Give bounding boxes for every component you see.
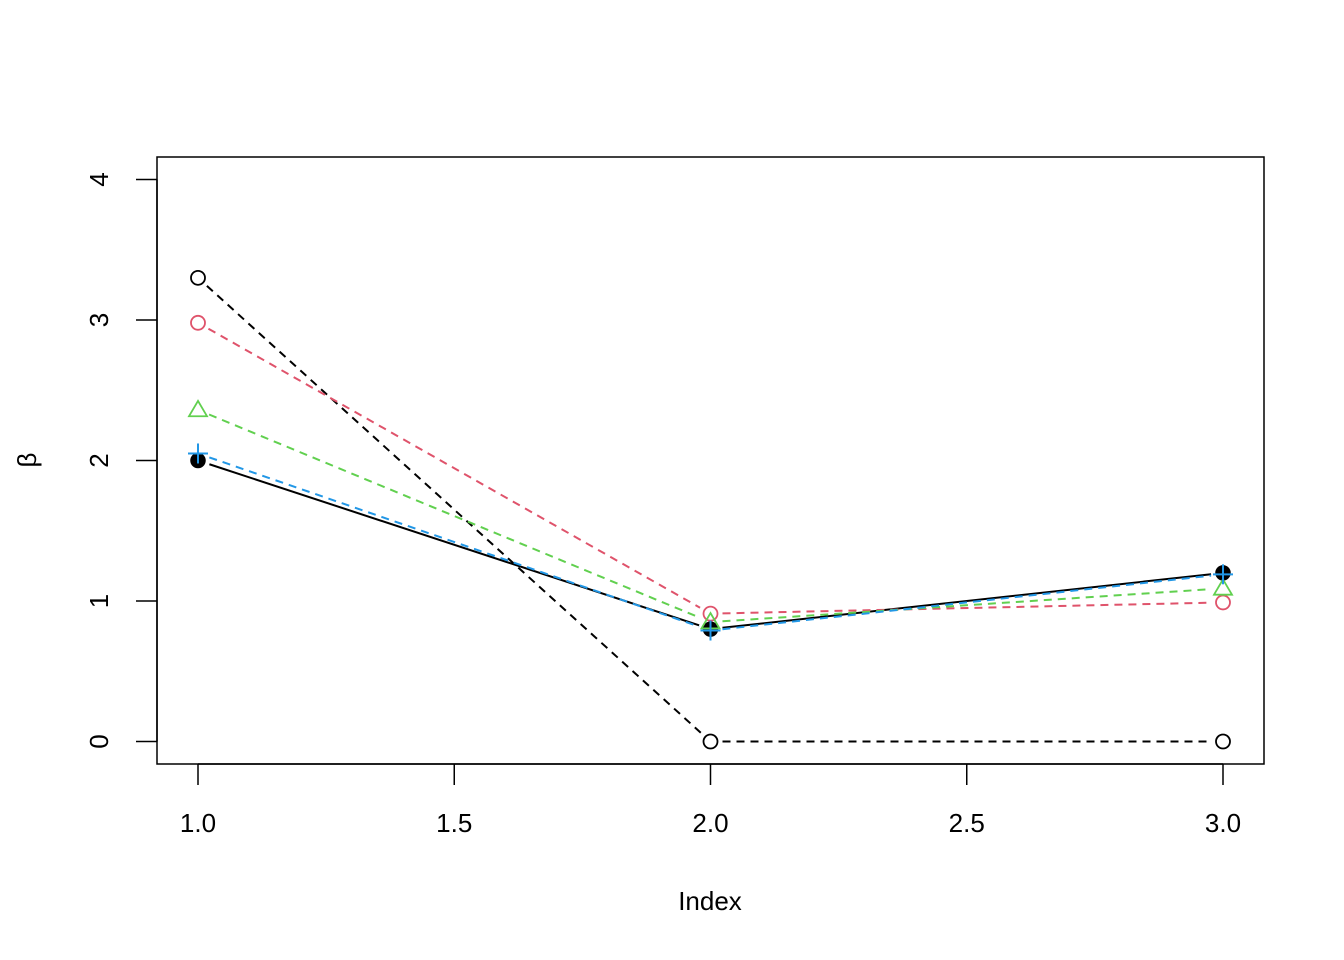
series-line-segment	[722, 588, 1212, 623]
series-layer	[187, 269, 1234, 750]
x-tick-label: 2.5	[949, 808, 985, 838]
series-line-segment	[209, 456, 700, 628]
x-tick-label: 3.0	[1205, 808, 1241, 838]
plot-frame	[156, 156, 1265, 765]
y-tick-label: 1	[84, 594, 114, 608]
y-axis-label: β	[12, 453, 42, 468]
series-line-segment	[207, 327, 701, 609]
y-axis: 0 1 2 3 4	[84, 172, 158, 749]
data-point	[702, 733, 719, 750]
data-point	[188, 443, 208, 464]
series-line-segment	[722, 573, 1212, 629]
x-axis-label: Index	[678, 886, 742, 916]
series-line-segment	[206, 285, 703, 735]
series-2	[190, 269, 1231, 750]
data-point	[1212, 577, 1234, 596]
y-tick-label: 0	[84, 734, 114, 748]
data-point	[1215, 594, 1231, 611]
series-line-segment	[208, 413, 700, 619]
data-point	[700, 620, 721, 641]
x-tick-label: 1.0	[180, 808, 216, 838]
series-line-segment	[722, 574, 1212, 631]
data-point	[190, 269, 206, 286]
data-point	[1215, 733, 1231, 750]
series-5	[188, 443, 1233, 641]
data-point	[187, 399, 209, 418]
series-line-segment	[209, 463, 700, 627]
y-tick-label: 4	[84, 172, 114, 186]
series-3	[190, 314, 1231, 622]
series-4	[187, 399, 1234, 630]
x-tick-label: 2.0	[692, 808, 728, 838]
series-1	[190, 452, 1231, 637]
data-point	[1213, 564, 1233, 585]
x-tick-label: 1.5	[436, 808, 472, 838]
y-tick-label: 2	[84, 453, 114, 467]
series-line-segment	[722, 601, 1212, 615]
x-axis: 1.0 1.5 2.0 2.5 3.0	[180, 763, 1241, 838]
data-point	[190, 314, 206, 331]
y-tick-label: 3	[84, 313, 114, 327]
